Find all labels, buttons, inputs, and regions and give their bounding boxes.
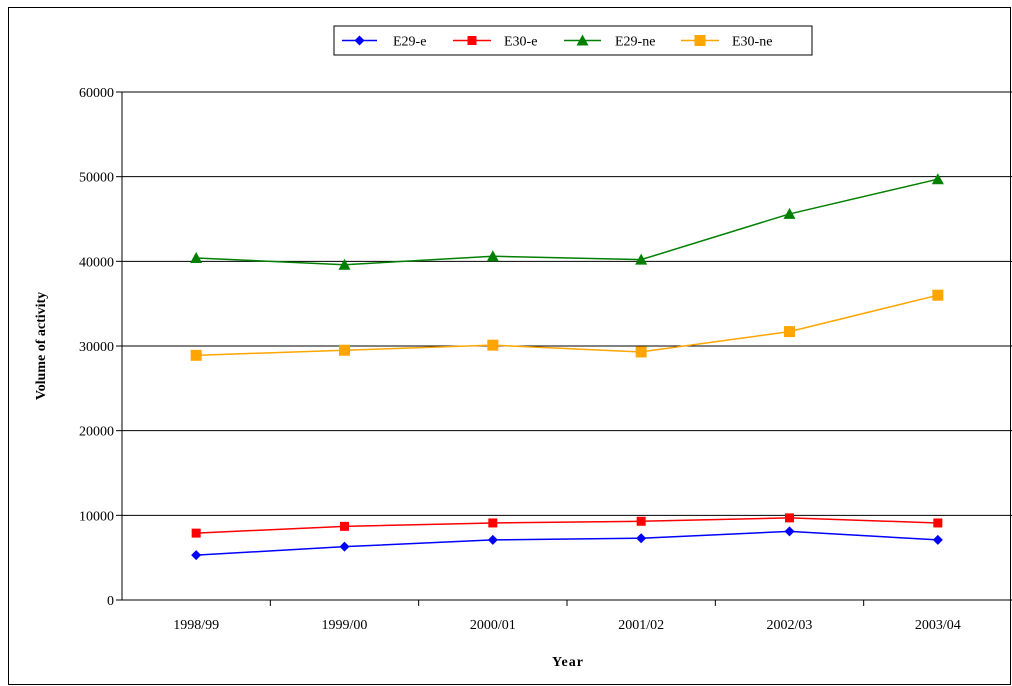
data-point (784, 326, 795, 338)
gridlines (122, 91, 1012, 516)
x-axis-label: Year (552, 655, 584, 670)
legend-entry: E29-ne (564, 34, 655, 50)
data-point (488, 518, 498, 528)
data-point (338, 258, 351, 270)
legend-entry: E30-e (453, 35, 537, 50)
y-axis-label: Volume of activity (34, 292, 49, 400)
x-tick-label: 2002/03 (767, 618, 813, 633)
legend-swatch-marker (694, 35, 706, 46)
series-layer (190, 173, 944, 561)
y-tick-label: 50000 (79, 171, 114, 186)
data-point (190, 349, 202, 361)
legend-label: E30-e (504, 35, 537, 50)
series-line (196, 178, 939, 266)
data-point (339, 541, 350, 552)
series-e29-e (191, 526, 943, 561)
x-tick-label: 1998/99 (173, 618, 219, 633)
data-point (190, 251, 203, 263)
data-point (339, 344, 350, 356)
y-tick-label: 60000 (79, 86, 114, 101)
series-e30-e (191, 513, 943, 538)
data-point (635, 346, 647, 358)
data-point (932, 534, 943, 545)
y-tick-label: 30000 (79, 340, 114, 355)
y-tick-label: 40000 (79, 255, 114, 270)
series-e30-ne (190, 289, 944, 361)
data-point (636, 516, 646, 526)
data-point (487, 339, 499, 351)
axes: 0 10000 20000 30000 40000 50000 60000 1998/99 19… (79, 86, 1012, 633)
data-point (932, 289, 944, 301)
y-tick-label: 10000 (79, 509, 114, 524)
legend-label: E29-ne (615, 35, 655, 50)
series-line (196, 517, 938, 534)
legend-label: E29-e (393, 35, 426, 50)
series-line (196, 530, 938, 556)
y-tick-label: 0 (107, 594, 114, 609)
line-chart: 0 10000 20000 30000 40000 50000 60000 1998/99 19… (34, 25, 1012, 670)
x-tick-label: 2000/01 (470, 618, 516, 633)
x-tick-label: 1999/00 (322, 618, 368, 633)
data-point (191, 528, 201, 538)
y-tick-label: 20000 (79, 425, 114, 440)
data-point (933, 518, 943, 528)
data-point (340, 521, 349, 531)
data-point (784, 526, 795, 537)
legend-label: E30-ne (732, 35, 772, 50)
data-point (635, 253, 648, 265)
x-tick-label: 2003/04 (915, 618, 961, 633)
series-e29-ne (190, 173, 944, 270)
legend: E29-e E30-e E29-ne E30-ne (333, 25, 813, 56)
x-tick-label: 2001/02 (618, 618, 664, 633)
series-line (196, 294, 939, 357)
data-point (487, 534, 498, 545)
chart-frame: 0 10000 20000 30000 40000 50000 60000 1998/99 19… (8, 7, 1012, 685)
data-point (931, 173, 944, 185)
legend-swatch-marker (354, 35, 365, 46)
legend-swatch-marker (467, 36, 477, 45)
data-point (783, 207, 796, 219)
data-point (191, 550, 202, 561)
data-point (486, 250, 499, 262)
legend-entry: E29-e (342, 35, 426, 50)
legend-swatch-marker (576, 34, 589, 46)
legend-entry: E30-ne (681, 35, 772, 50)
data-point (785, 513, 794, 523)
data-point (636, 533, 647, 544)
